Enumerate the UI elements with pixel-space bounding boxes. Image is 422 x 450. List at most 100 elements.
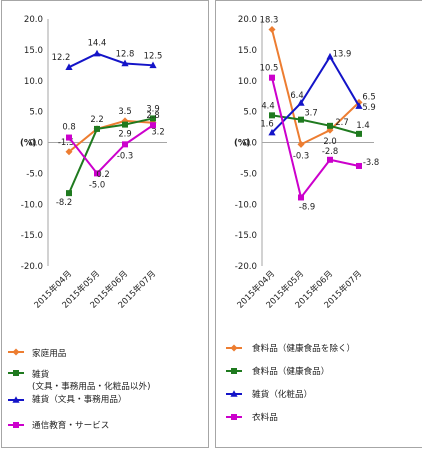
left-series-3 (66, 122, 156, 177)
right-legend-label: 食料品（健康食品を除く） (252, 342, 355, 354)
right-data-label: 1.6 (260, 119, 273, 129)
right-legend-icon-marker (230, 344, 238, 352)
right-data-label: 1.4 (356, 120, 369, 130)
left-data-label: 12.8 (116, 48, 135, 58)
left-legend-icon-marker (12, 396, 20, 403)
chart-panel-right: 20.0 15.0 10.0 5.0 0.0 -5.0 -10.0 -15.0 -20.0 (%)… (215, 0, 422, 448)
right-data-point (327, 122, 333, 129)
right-data-label: 3.7 (304, 108, 317, 118)
left-data-point (121, 59, 129, 67)
left-data-label: 0.2 (96, 169, 109, 179)
right-data-point (356, 162, 362, 169)
right-series-3 (269, 74, 362, 201)
right-ytick-label: -10.0 (235, 200, 257, 210)
right-series-line-0 (271, 29, 360, 146)
left-ytick-label: 15.0 (24, 46, 43, 56)
left-data-label: 2.8 (146, 110, 159, 120)
left-data-point (93, 49, 101, 57)
right-data-point (327, 156, 333, 163)
right-data-label: -0.3 (293, 150, 309, 160)
left-data-label: 3.5 (118, 106, 131, 116)
left-data-point (65, 63, 73, 70)
left-data-point (150, 122, 156, 129)
right-ytick-label: 0.0 (243, 139, 257, 149)
right-data-label: 10.5 (260, 63, 279, 73)
left-data-label: -5.0 (89, 179, 105, 189)
right-data-point (326, 52, 334, 60)
right-legend-label: 衣料品 (252, 411, 278, 423)
left-series-line-3 (68, 124, 154, 175)
left-data-point (122, 121, 128, 128)
right-data-label: 2.7 (335, 117, 348, 127)
left-data-point (150, 115, 156, 122)
right-legend-label: 食料品（健康食品） (252, 365, 329, 377)
left-legend-label: (文具・事務用品・化粧品以外) (32, 380, 150, 392)
left-ytick-label: -5.0 (26, 169, 43, 179)
left-data-label: 3.2 (151, 127, 164, 137)
left-legend-label: 通信教育・サービス (32, 419, 109, 431)
right-data-label: 6.5 (362, 91, 375, 101)
right-data-point (297, 99, 305, 106)
left-data-label: 12.5 (144, 50, 163, 60)
right-ytick-label: 15.0 (238, 46, 257, 56)
left-series-line-1 (68, 117, 154, 194)
right-data-label: 4.4 (261, 100, 274, 110)
right-data-point (268, 25, 276, 33)
right-y-axis-label: (%) (234, 139, 251, 149)
left-ytick-label: -10.0 (21, 200, 43, 210)
right-data-label: 18.3 (260, 14, 279, 24)
left-y-axis-label: (%) (20, 139, 37, 149)
right-series-line-3 (271, 77, 360, 200)
left-data-label: -1.5 (58, 137, 74, 147)
right-legend-icon-marker (230, 390, 238, 397)
right-ytick-label: -15.0 (235, 231, 257, 241)
left-data-label: 2.9 (118, 129, 131, 139)
left-legend-icon-marker (13, 370, 19, 376)
left-data-label: 0.8 (62, 122, 75, 132)
left-ytick-label: -15.0 (21, 231, 43, 241)
left-data-label: 3.9 (146, 103, 159, 113)
left-legend-icon-marker (12, 348, 20, 356)
left-data-point (66, 134, 72, 141)
left-series-2 (65, 49, 157, 70)
left-data-label: -8.2 (56, 197, 72, 207)
right-ytick-label: 10.0 (238, 77, 257, 87)
right-data-point (268, 128, 276, 136)
left-ytick-label: -20.0 (21, 262, 43, 272)
right-data-point (297, 140, 305, 148)
left-ytick-label: 10.0 (24, 77, 43, 87)
right-data-point (356, 130, 362, 137)
right-data-point (298, 116, 304, 123)
right-data-label: 5.9 (362, 102, 375, 112)
left-legend-label: 雑貨 (32, 368, 50, 380)
left-legend-label: 雑貨（文具・事務用品） (32, 393, 127, 405)
left-data-point (149, 61, 157, 69)
right-ytick-label: -5.0 (240, 169, 257, 179)
left-data-point (94, 170, 100, 177)
left-series-line-0 (68, 119, 154, 153)
chart-panel-left: 20.0 15.0 10.0 5.0 0.0 -5.0 -10.0 -15.0 -20.0 (%)… (1, 0, 209, 448)
left-ytick-label: 0.0 (29, 139, 43, 149)
chart-left-svg: 20.0 15.0 10.0 5.0 0.0 -5.0 -10.0 -15.0 -20.0 (%)… (8, 15, 167, 431)
right-ytick-label: -20.0 (235, 262, 257, 272)
left-data-point (122, 141, 128, 148)
right-legend: 食料品（健康食品を除く） 食料品（健康食品） 雑貨（化粧品） 衣料品 (226, 342, 355, 423)
right-data-label: 6.4 (290, 90, 303, 100)
left-data-label: 14.4 (88, 38, 107, 48)
left-data-label: -0.3 (117, 150, 133, 160)
chart-right-svg: 20.0 15.0 10.0 5.0 0.0 -5.0 -10.0 -15.0 -20.0 (%)… (226, 14, 379, 423)
right-ytick-label: 5.0 (243, 108, 257, 118)
left-ytick-label: 20.0 (24, 15, 43, 25)
left-data-point (65, 148, 73, 156)
left-series-1 (66, 115, 156, 197)
right-series-line-2 (271, 54, 360, 134)
right-data-label: 13.9 (333, 49, 352, 59)
right-ytick-label: 20.0 (238, 15, 257, 25)
left-legend-label: 家庭用品 (32, 347, 66, 359)
right-data-point (298, 194, 304, 201)
left-series-line-2 (68, 52, 154, 69)
left-ytick-label: 5.0 (29, 108, 43, 118)
right-data-point (269, 74, 275, 81)
right-legend-label: 雑貨（化粧品） (252, 388, 312, 400)
